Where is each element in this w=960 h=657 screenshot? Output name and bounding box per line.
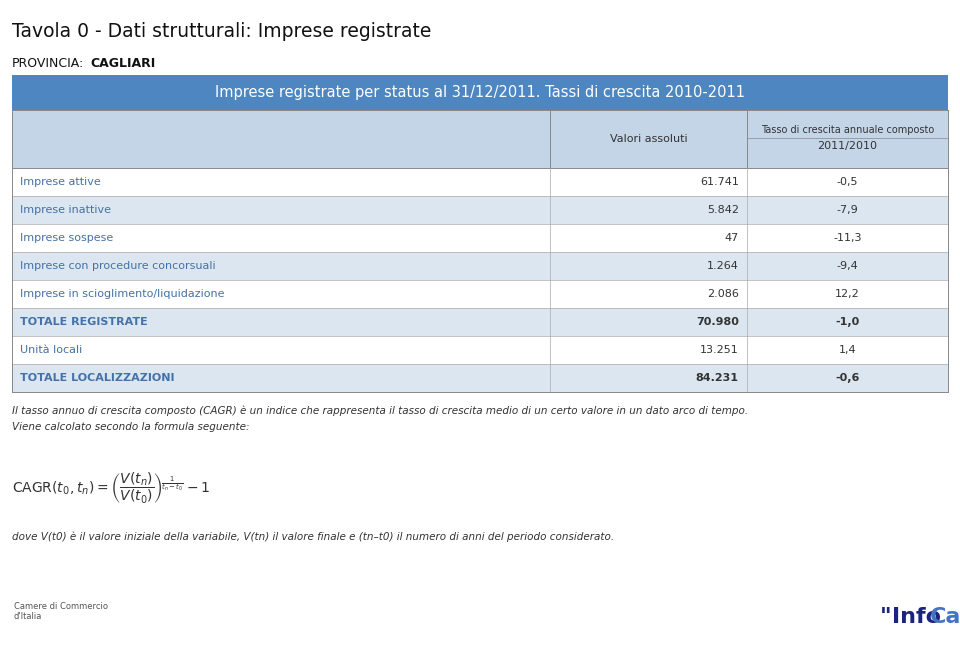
Text: ": " <box>880 607 892 627</box>
Text: dove V(t0) è il valore iniziale della variabile, V(tn) il valore finale e (tn–t0: dove V(t0) è il valore iniziale della va… <box>12 531 614 541</box>
Bar <box>12 308 948 336</box>
Text: Imprese con procedure concorsuali: Imprese con procedure concorsuali <box>20 261 216 271</box>
Bar <box>12 280 948 308</box>
Bar <box>12 75 948 110</box>
Text: Camere di Commercio
d'Italia: Camere di Commercio d'Italia <box>14 602 108 622</box>
Text: Valori assoluti: Valori assoluti <box>610 134 687 144</box>
Text: 2.086: 2.086 <box>707 289 739 299</box>
Text: 2011/2010: 2011/2010 <box>817 141 877 151</box>
Text: -0,5: -0,5 <box>836 177 858 187</box>
Text: -7,9: -7,9 <box>836 205 858 215</box>
Text: Viene calcolato secondo la formula seguente:: Viene calcolato secondo la formula segue… <box>12 422 250 432</box>
Text: Imprese in scioglimento/liquidazione: Imprese in scioglimento/liquidazione <box>20 289 225 299</box>
Text: -0,6: -0,6 <box>835 373 859 383</box>
Text: -11,3: -11,3 <box>833 233 862 243</box>
Bar <box>12 252 948 280</box>
Text: 47: 47 <box>725 233 739 243</box>
Text: 5.842: 5.842 <box>707 205 739 215</box>
Text: 84.231: 84.231 <box>696 373 739 383</box>
Text: Imprese inattive: Imprese inattive <box>20 205 111 215</box>
Text: PROVINCIA:: PROVINCIA: <box>12 57 84 70</box>
Text: 12,2: 12,2 <box>835 289 860 299</box>
Text: Tasso di crescita annuale composto: Tasso di crescita annuale composto <box>760 125 934 135</box>
Text: $\mathrm{CAGR}(t_0, t_n) = \left(\dfrac{V(t_n)}{V(t_0)}\right)^{\!\frac{1}{t_n-t: $\mathrm{CAGR}(t_0, t_n) = \left(\dfrac{… <box>12 471 210 506</box>
Bar <box>12 110 948 168</box>
Text: Imprese registrate per status al 31/12/2011. Tassi di crescita 2010-2011: Imprese registrate per status al 31/12/2… <box>215 85 745 100</box>
Bar <box>12 168 948 196</box>
Text: Tavola 0 - Dati strutturali: Imprese registrate: Tavola 0 - Dati strutturali: Imprese reg… <box>12 22 431 41</box>
Text: 13.251: 13.251 <box>700 345 739 355</box>
Bar <box>12 224 948 252</box>
Text: 70.980: 70.980 <box>696 317 739 327</box>
Text: -9,4: -9,4 <box>836 261 858 271</box>
Bar <box>12 196 948 224</box>
Text: Info: Info <box>892 607 941 627</box>
Text: 1.264: 1.264 <box>707 261 739 271</box>
Text: -1,0: -1,0 <box>835 317 859 327</box>
Bar <box>12 364 948 392</box>
Text: Imprese attive: Imprese attive <box>20 177 101 187</box>
Text: 61.741: 61.741 <box>700 177 739 187</box>
Bar <box>12 336 948 364</box>
Text: CAGLIARI: CAGLIARI <box>90 57 156 70</box>
Text: TOTALE LOCALIZZAZIONI: TOTALE LOCALIZZAZIONI <box>20 373 175 383</box>
Text: 1,4: 1,4 <box>839 345 856 355</box>
Text: Camere: Camere <box>930 607 960 627</box>
Text: Il tasso annuo di crescita composto (CAGR) è un indice che rappresenta il tasso : Il tasso annuo di crescita composto (CAG… <box>12 406 748 417</box>
Text: Imprese sospese: Imprese sospese <box>20 233 113 243</box>
Text: Unità locali: Unità locali <box>20 345 83 355</box>
Text: TOTALE REGISTRATE: TOTALE REGISTRATE <box>20 317 148 327</box>
